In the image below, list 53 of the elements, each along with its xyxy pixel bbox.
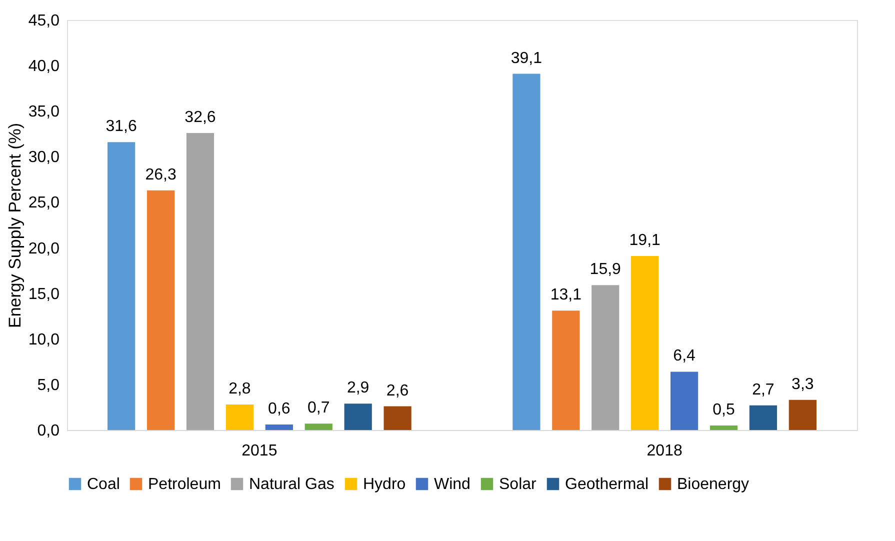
data-label: 2,8 bbox=[228, 380, 251, 398]
legend-label: Natural Gas bbox=[249, 476, 334, 493]
y-tick-label: 15,0 bbox=[28, 286, 60, 303]
legend-label: Coal bbox=[87, 476, 120, 493]
y-tick-label: 20,0 bbox=[28, 240, 60, 258]
data-label: 2,7 bbox=[752, 381, 774, 398]
bar bbox=[146, 190, 175, 430]
bar bbox=[788, 400, 816, 430]
data-label: 2,6 bbox=[386, 382, 409, 400]
data-label: 3,3 bbox=[792, 376, 814, 393]
bar bbox=[552, 310, 580, 430]
data-label: 19,1 bbox=[629, 232, 661, 249]
y-tick-label: 25,0 bbox=[28, 194, 60, 212]
bar bbox=[186, 132, 214, 430]
y-tick-label: 5,0 bbox=[37, 376, 60, 394]
bar bbox=[631, 256, 659, 430]
legend-label: Solar bbox=[499, 476, 538, 493]
bar bbox=[265, 424, 293, 430]
bar bbox=[108, 142, 136, 430]
data-label: 32,6 bbox=[184, 108, 216, 126]
bar bbox=[592, 285, 620, 430]
y-tick-label: 45,0 bbox=[28, 12, 60, 30]
legend-label: Petroleum bbox=[148, 476, 221, 493]
data-label: 6,4 bbox=[673, 348, 696, 365]
bar bbox=[710, 425, 738, 430]
data-label: 13,1 bbox=[550, 286, 582, 304]
bar bbox=[670, 372, 698, 430]
data-label: 0,6 bbox=[268, 400, 290, 418]
legend-label: Hydro bbox=[363, 476, 406, 493]
data-label: 15,9 bbox=[590, 261, 622, 278]
bar bbox=[226, 404, 254, 430]
y-tick-label: 30,0 bbox=[28, 149, 60, 166]
bar bbox=[304, 424, 332, 430]
y-tick-label: 40,0 bbox=[28, 58, 60, 76]
bar bbox=[749, 405, 778, 430]
data-label: 2,9 bbox=[346, 380, 370, 397]
legend-label: Geothermal bbox=[565, 476, 649, 493]
legend-label: Wind bbox=[434, 476, 470, 493]
y-tick-label: 0,0 bbox=[37, 422, 60, 440]
data-label: 0,7 bbox=[308, 400, 330, 417]
x-tick-label: 2018 bbox=[646, 442, 682, 460]
bar bbox=[512, 74, 540, 430]
bar bbox=[344, 404, 372, 430]
data-label: 26,3 bbox=[145, 166, 176, 184]
data-label: 0,5 bbox=[712, 401, 735, 418]
y-axis-title: Energy Supply Percent (%) bbox=[5, 122, 24, 328]
x-tick-label: 2015 bbox=[242, 442, 278, 460]
y-tick-label: 10,0 bbox=[28, 331, 60, 348]
data-label: 31,6 bbox=[106, 118, 137, 136]
legend-label: Bioenergy bbox=[677, 476, 750, 493]
y-tick-label: 35,0 bbox=[28, 104, 60, 121]
data-label: 39,1 bbox=[510, 50, 542, 67]
bar bbox=[384, 406, 412, 430]
